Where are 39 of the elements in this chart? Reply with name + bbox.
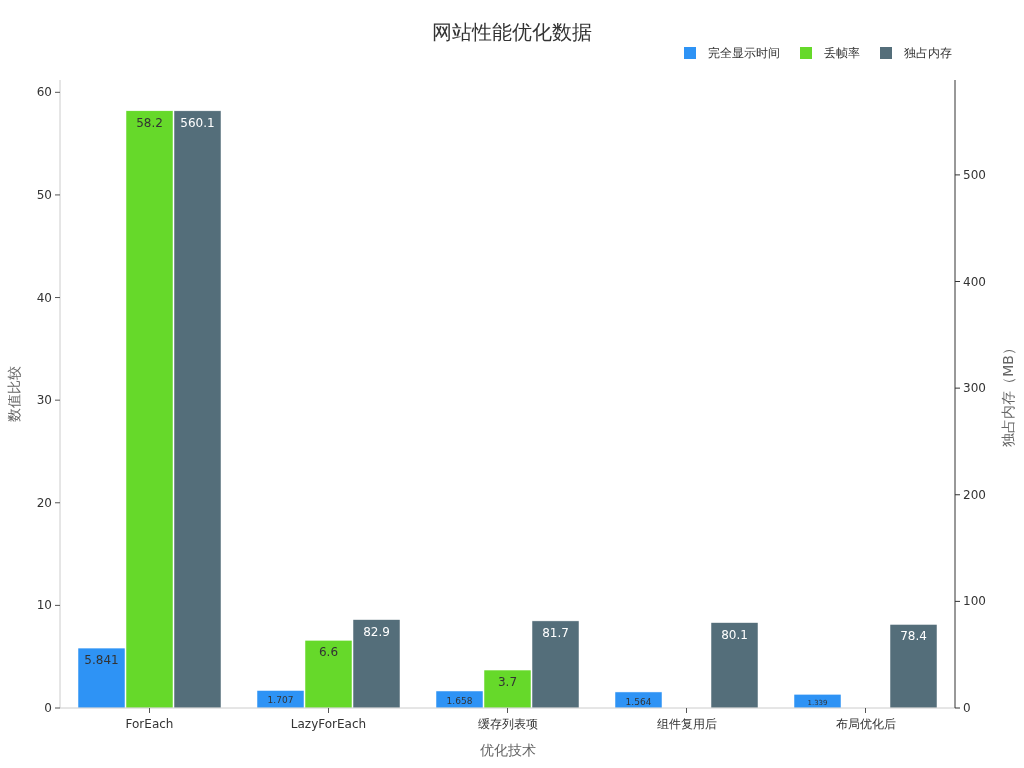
y-axis-title: 数值比较 <box>6 366 22 422</box>
data-label: 58.2 <box>136 115 163 130</box>
y-tick-label: 50 <box>36 187 52 202</box>
legend-label: 独占内存 <box>904 46 952 60</box>
x-tick-label: 组件复用后 <box>656 717 717 731</box>
y-tick-label: 40 <box>36 290 52 305</box>
x-tick-label: LazyForEach <box>290 717 367 731</box>
x-tick-label: 布局优化后 <box>835 717 896 731</box>
data-label: 81.7 <box>542 625 569 640</box>
data-label: 80.1 <box>721 627 748 642</box>
y2-tick-label: 300 <box>963 381 986 396</box>
legend-label: 完全显示时间 <box>708 46 780 60</box>
y-tick-label: 10 <box>36 598 52 613</box>
data-label: 1.658 <box>446 695 473 706</box>
y2-tick-label: 500 <box>963 167 986 182</box>
y-tick-label: 60 <box>36 85 52 100</box>
y2-tick-label: 400 <box>963 274 986 289</box>
x-tick-label: ForEach <box>125 717 174 731</box>
bar <box>710 622 759 709</box>
y2-axis-title: 独占内存（MB） <box>1000 341 1016 447</box>
data-label: 82.9 <box>363 624 390 639</box>
y-tick-label: 20 <box>36 495 52 510</box>
x-axis-title: 优化技术 <box>479 742 536 758</box>
data-label: 5.841 <box>84 653 119 668</box>
data-label: 3.7 <box>497 675 518 690</box>
data-label: 1.564 <box>625 696 652 707</box>
bar <box>889 624 938 709</box>
y2-tick-label: 0 <box>963 701 971 715</box>
data-label: 1.707 <box>267 695 294 706</box>
y-tick-label: 0 <box>44 701 52 715</box>
chart-title: 网站性能优化数据 <box>432 20 592 44</box>
data-label: 78.4 <box>900 629 927 644</box>
y-tick-label: 30 <box>36 393 52 408</box>
data-label: 6.6 <box>318 645 339 660</box>
data-label: 560.1 <box>180 115 215 130</box>
x-tick-label: 缓存列表项 <box>477 717 538 731</box>
legend-label: 丢帧率 <box>824 46 860 60</box>
y2-tick-label: 200 <box>963 487 986 502</box>
y2-tick-label: 100 <box>963 594 986 609</box>
